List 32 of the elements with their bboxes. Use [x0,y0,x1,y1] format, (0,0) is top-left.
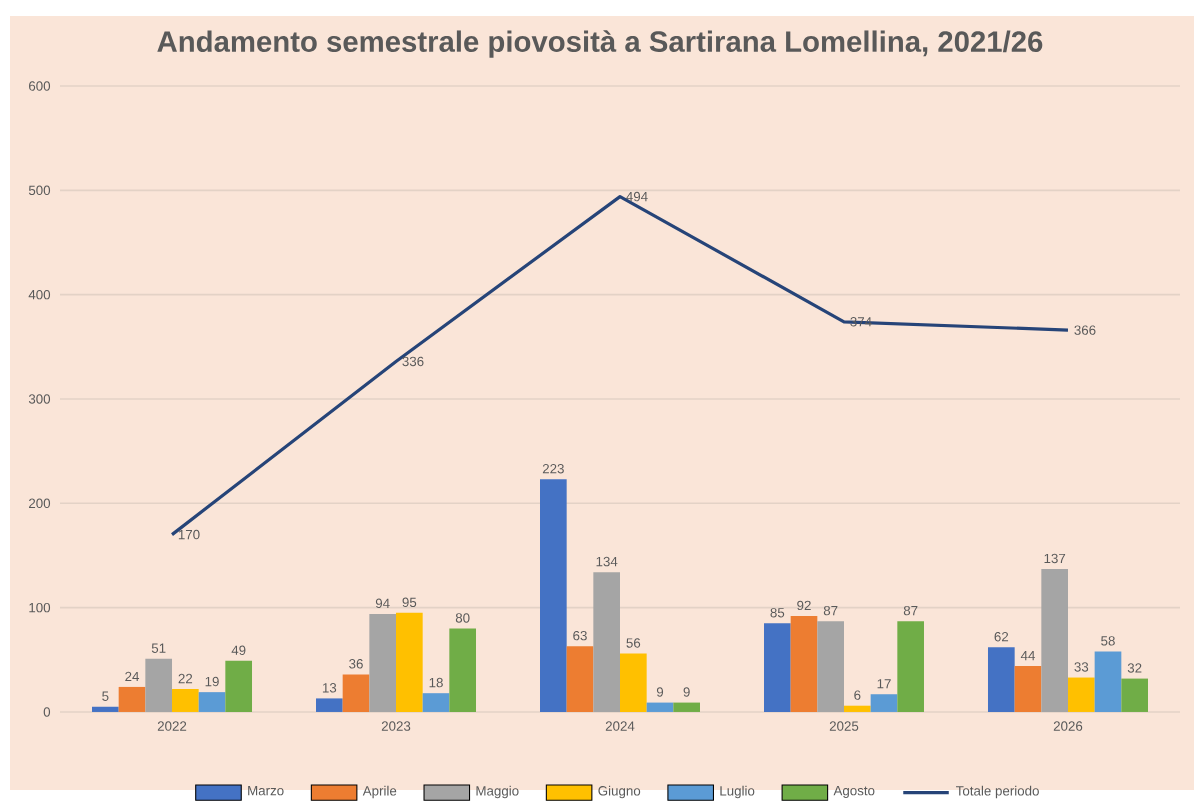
bar [1041,569,1068,712]
bar [225,660,253,712]
bar [172,688,199,712]
bar [817,621,844,712]
bar [540,479,567,712]
bar [897,621,924,712]
bar [1121,678,1148,712]
bar [566,646,594,712]
bar [92,706,119,712]
bar [1067,677,1095,712]
bar [422,693,450,712]
bar [646,702,674,712]
bar [790,615,818,712]
bar [449,628,477,712]
chart-title: Andamento semestrale piovosità a Sartirana Lomellina, 2021/26 [157,30,1043,58]
bar [764,623,791,712]
bar [118,686,146,712]
bar [593,572,620,712]
bar [198,692,226,712]
bar [1094,651,1122,712]
bar [342,674,370,712]
bar [396,612,423,712]
bar [673,702,701,712]
bar [870,694,898,712]
bar [620,653,647,712]
bar [369,613,397,712]
bar [145,658,173,712]
bar [316,698,343,712]
bar [1014,666,1042,712]
line-series [170,194,1070,537]
bar [844,705,871,712]
bar [987,647,1015,712]
